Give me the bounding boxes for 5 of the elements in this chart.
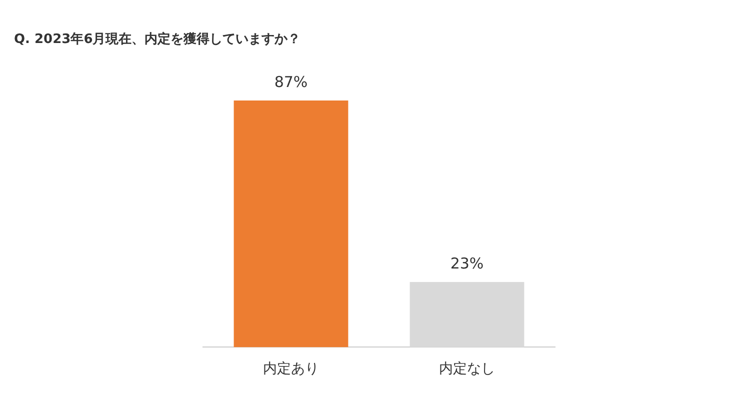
data-label: 23% (450, 254, 484, 272)
x-tick-label: 内定あり (263, 361, 319, 378)
x-tick-label: 内定なし (439, 361, 495, 378)
chart-title: Q. 2023年6月現在、内定を獲得していますか？ (14, 30, 301, 48)
data-label: 87% (274, 72, 308, 91)
